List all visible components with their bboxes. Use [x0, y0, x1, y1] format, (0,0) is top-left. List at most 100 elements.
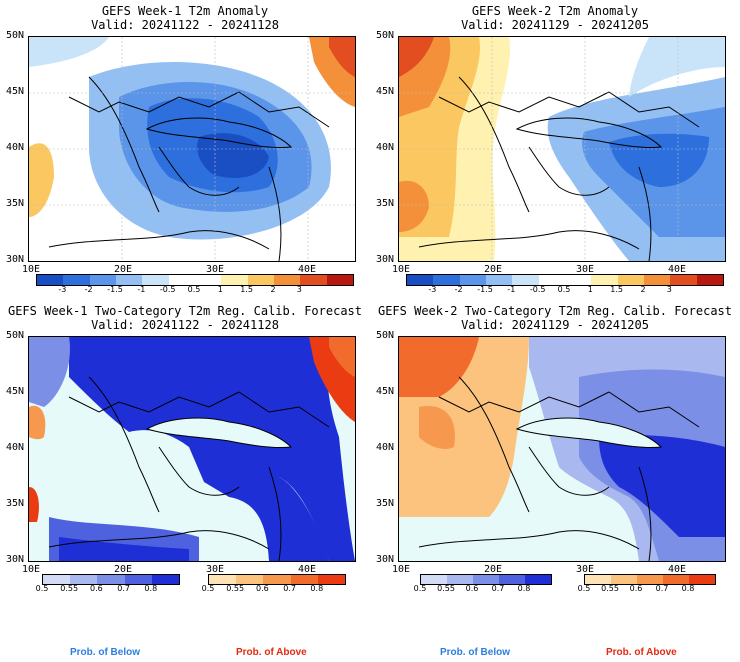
colorbar-label: 0.8	[310, 584, 324, 593]
colorbar-label: 0.55	[437, 584, 455, 593]
panel-valid-dates: Valid: 20241122 - 20241128	[91, 18, 279, 32]
colorbar-swatch	[485, 275, 513, 285]
colorbar-label: 1	[587, 285, 593, 294]
lat-label: 35N	[6, 198, 25, 209]
lat-label: 30N	[6, 254, 25, 265]
lat-label: 45N	[376, 386, 395, 397]
lon-label: 40E	[298, 264, 317, 275]
colorbar-label: 0.6	[465, 584, 479, 593]
panel-title: GEFS Week-2 T2m Anomaly	[471, 4, 639, 18]
probability-map	[28, 336, 356, 562]
colorbar-label: 0.7	[491, 584, 505, 593]
prob-above-colorbar	[584, 574, 716, 585]
colorbar-label: 1.5	[240, 285, 254, 294]
colorbar-swatch	[317, 575, 345, 584]
lon-label: 20E	[114, 264, 133, 275]
colorbar-label: 0.5	[201, 584, 215, 593]
colorbar-label: -3	[428, 285, 437, 294]
lon-label: 30E	[576, 564, 595, 575]
colorbar-label: 0.7	[655, 584, 669, 593]
colorbar-swatch	[43, 575, 71, 584]
lat-label: 50N	[6, 30, 25, 41]
lat-label: 50N	[6, 330, 25, 341]
colorbar-label: 0.8	[517, 584, 531, 593]
colorbar-label: -2	[454, 285, 463, 294]
colorbar-label: 3	[296, 285, 302, 294]
colorbar-swatch	[637, 575, 663, 584]
colorbar-label: 0.6	[256, 584, 269, 593]
colorbar-swatch	[168, 275, 195, 285]
colorbar-swatch	[459, 275, 486, 285]
colorbar-label: 0.5	[557, 285, 571, 294]
colorbar-swatch	[221, 275, 248, 285]
panel-week1-anomaly: GEFS Week-1 T2m Anomaly Valid: 20241122 …	[0, 0, 370, 300]
lat-label: 35N	[376, 498, 395, 509]
lon-label: 30E	[206, 564, 225, 575]
panel-week2-probability: GEFS Week-2 Two-Category T2m Reg. Calib.…	[370, 300, 740, 662]
colorbar-swatch	[689, 575, 715, 584]
colorbar-swatch	[247, 275, 274, 285]
colorbar-label: 0.8	[144, 584, 158, 593]
colorbar-swatch	[273, 275, 301, 285]
panel-week1-probability: GEFS Week-1 Two-Category T2m Reg. Calib.…	[0, 300, 370, 662]
lon-label: 10E	[22, 264, 41, 275]
lon-label: 30E	[576, 264, 595, 275]
panel-title: GEFS Week-1 Two-Category T2m Reg. Calib.…	[7, 304, 362, 318]
colorbar-label: 1.5	[610, 285, 624, 294]
colorbar-label: 0.55	[60, 584, 79, 593]
colorbar-label: 0.55	[601, 584, 619, 593]
colorbar-swatch	[473, 575, 499, 584]
colorbar-label: -0.5	[529, 285, 546, 294]
lon-label: 20E	[484, 564, 503, 575]
panel-title: GEFS Week-2 Two-Category T2m Reg. Calib.…	[377, 304, 732, 318]
colorbar-swatch	[89, 275, 116, 285]
lon-label: 20E	[114, 564, 133, 575]
colorbar-swatch	[663, 575, 689, 584]
colorbar-swatch	[151, 575, 179, 584]
colorbar-label: -2	[84, 285, 93, 294]
colorbar-swatch	[236, 575, 264, 584]
lon-label: 40E	[668, 264, 687, 275]
prob-above-colorbar	[208, 574, 346, 585]
prob-below-colorbar-labels: 0.5 0.55 0.6 0.7 0.8	[414, 584, 550, 596]
colorbar-swatch	[142, 275, 169, 285]
lat-label: 45N	[6, 86, 25, 97]
colorbar-swatch	[538, 275, 565, 285]
colorbar-label: 0.5	[187, 285, 201, 294]
colorbar-label: 0.6	[90, 584, 103, 593]
lon-label: 10E	[22, 564, 41, 575]
lat-label: 45N	[376, 86, 395, 97]
colorbar-label: -1	[507, 285, 516, 294]
colorbar-swatch	[300, 275, 327, 285]
colorbar-swatch	[643, 275, 671, 285]
anomaly-colorbar-labels: -3 -2 -1.5 -1 -0.5 0.5 1 1.5 2 3	[36, 285, 352, 297]
lat-label: 35N	[376, 198, 395, 209]
lat-label: 40N	[376, 442, 395, 453]
prob-below-caption: Prob. of Below	[70, 647, 140, 658]
colorbar-label: -1.5	[477, 285, 493, 294]
colorbar-label: 1	[217, 285, 223, 294]
colorbar-label: 0.7	[283, 584, 296, 593]
colorbar-swatch	[433, 275, 460, 285]
colorbar-label: -0.5	[159, 285, 176, 294]
colorbar-label: 3	[666, 285, 672, 294]
colorbar-label: 0.55	[226, 584, 245, 593]
lat-label: 30N	[6, 554, 25, 565]
colorbar-label: 2	[640, 285, 646, 294]
lat-label: 50N	[376, 30, 395, 41]
colorbar-swatch	[525, 575, 551, 584]
colorbar-swatch	[591, 275, 618, 285]
lon-label: 40E	[668, 564, 687, 575]
colorbar-swatch	[326, 275, 353, 285]
colorbar-swatch	[209, 575, 237, 584]
colorbar-swatch	[670, 275, 697, 285]
lat-label: 35N	[6, 498, 25, 509]
colorbar-label: 0.8	[681, 584, 695, 593]
colorbar-label: 0.6	[629, 584, 643, 593]
lat-label: 30N	[376, 254, 395, 265]
colorbar-label: 0.5	[413, 584, 427, 593]
probability-map	[398, 336, 726, 562]
colorbar-swatch	[124, 575, 152, 584]
lat-label: 30N	[376, 554, 395, 565]
prob-below-colorbar-labels: 0.5 0.55 0.6 0.7 0.8	[36, 584, 178, 596]
